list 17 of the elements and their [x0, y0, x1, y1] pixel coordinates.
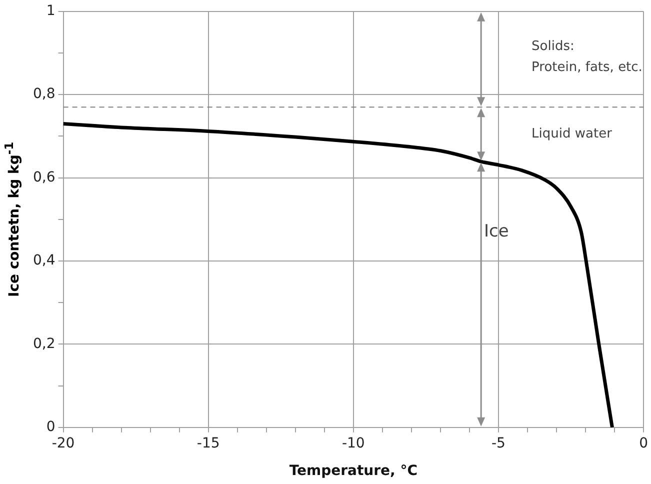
x-tick-label: 0: [639, 435, 648, 452]
y-tick-label: 0,4: [33, 252, 56, 269]
x-tick-label: -15: [196, 435, 220, 452]
y-tick-label: 1: [46, 3, 56, 20]
annotation: Solids:: [532, 39, 574, 54]
y-tick-label: 0,6: [33, 169, 56, 186]
x-tick-label: -20: [52, 435, 75, 452]
y-tick-label: 0,8: [33, 86, 56, 102]
annotation: Liquid water: [532, 126, 613, 142]
x-tick-label: -5: [491, 435, 506, 452]
x-axis-title: Temperature, °C: [289, 463, 418, 480]
annotation: Protein, fats, etc.: [532, 60, 642, 75]
line-series: [63, 122, 614, 428]
y-tick-label: 0: [46, 419, 56, 436]
x-tick-label: -10: [342, 435, 365, 452]
annotation: Ice: [484, 221, 509, 242]
y-tick-label: 0,2: [33, 336, 56, 352]
